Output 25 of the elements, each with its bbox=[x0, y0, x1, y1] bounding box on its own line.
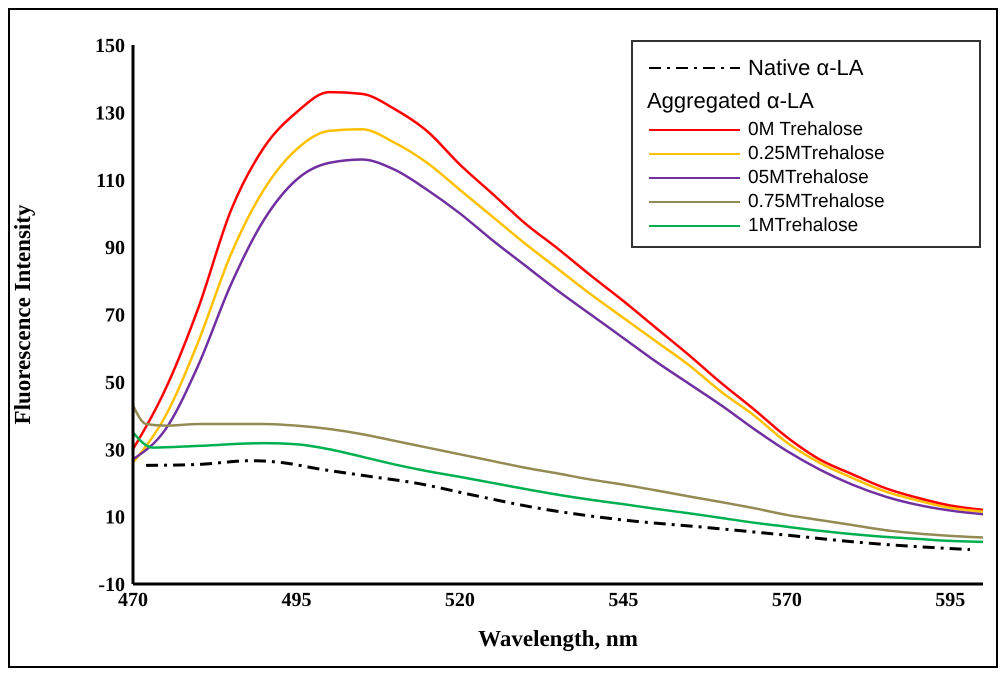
y-tick-label: 110 bbox=[96, 170, 125, 192]
legend-label: 0.75MTrehalose bbox=[748, 190, 885, 214]
y-tick-label: 70 bbox=[105, 304, 125, 327]
x-axis-title: Wavelength, nm bbox=[478, 626, 638, 652]
x-tick-label: 595 bbox=[935, 589, 966, 612]
y-tick-label: 130 bbox=[95, 102, 125, 124]
y-tick-label: 30 bbox=[105, 439, 125, 462]
y-tick-label: 50 bbox=[105, 372, 125, 394]
x-tick-label: 520 bbox=[444, 589, 475, 612]
line-series bbox=[133, 431, 983, 544]
legend-label: Native α-LA bbox=[748, 54, 864, 82]
y-axis-title: Fluorescence Intensity bbox=[10, 204, 36, 424]
x-tick-label: 495 bbox=[281, 589, 312, 612]
y-tick-label: 10 bbox=[105, 506, 125, 529]
legend-label: 05MTrehalose bbox=[748, 166, 869, 190]
legend-title: Aggregated α-LA bbox=[647, 87, 815, 115]
line-series bbox=[144, 459, 972, 552]
y-tick-label: 150 bbox=[95, 35, 125, 58]
y-tick-label: 90 bbox=[105, 237, 125, 260]
legend-label: 1MTrehalose bbox=[748, 214, 858, 238]
line-series bbox=[133, 404, 983, 539]
legend-label: 0.25MTrehalose bbox=[748, 142, 885, 166]
legend-label: 0M Trehalose bbox=[748, 118, 864, 142]
x-tick-label: 545 bbox=[608, 589, 638, 612]
x-tick-label: 570 bbox=[772, 589, 802, 612]
